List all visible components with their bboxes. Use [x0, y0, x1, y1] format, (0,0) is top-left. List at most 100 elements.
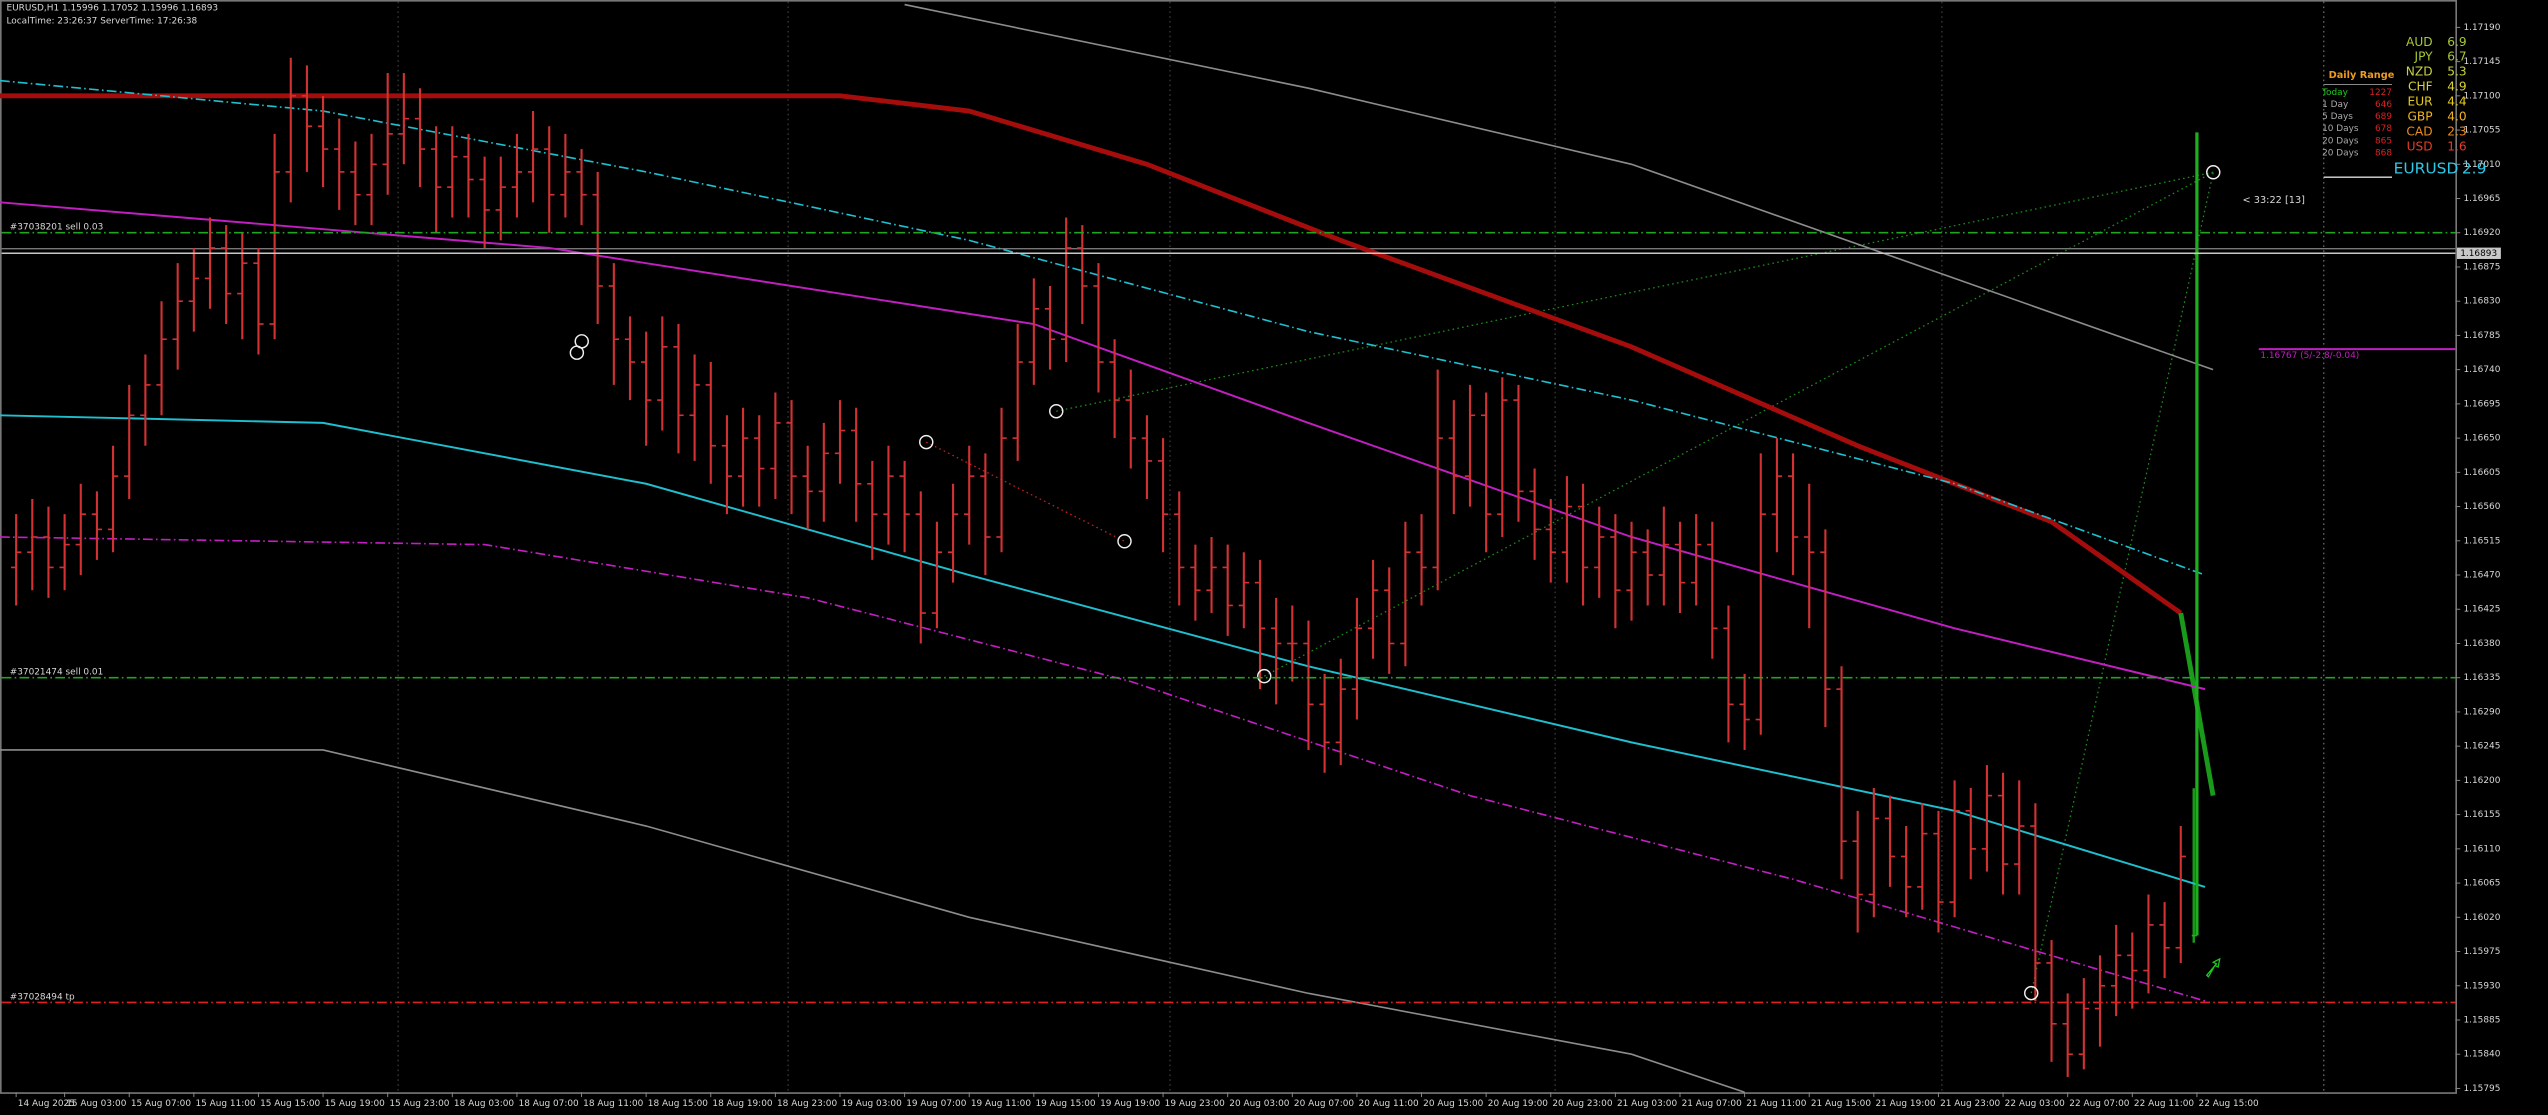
indicator-line [0, 79, 2206, 576]
x-tick-label: 22 Aug 07:00 [2069, 1099, 2129, 1109]
x-tick-label: 20 Aug 19:00 [1488, 1099, 1548, 1109]
y-tick-label: 1.16335 [2464, 673, 2501, 683]
x-tick-label: 18 Aug 03:00 [454, 1099, 514, 1109]
x-tick-label: 18 Aug 19:00 [712, 1099, 772, 1109]
price-bars [10, 57, 2203, 1078]
x-tick-label: 15 Aug 03:00 [66, 1099, 126, 1109]
currency-name: GBP [2408, 110, 2433, 124]
trade-marker [1257, 668, 1272, 684]
y-tick-label: 1.15885 [2464, 1015, 2501, 1025]
order-level-label: #37028494 tp [10, 992, 75, 1002]
y-tick-label: 1.16920 [2464, 228, 2501, 238]
price-box [2457, 247, 2501, 259]
daily-range-value: 1227 [2369, 88, 2392, 98]
x-tick-label: 22 Aug 15:00 [2199, 1099, 2259, 1109]
order-line-label: 1.16767 (5/-2.8/-0.04) [2260, 351, 2359, 361]
daily-range-title: Daily Range [2329, 70, 2395, 81]
currency-name: USD [2407, 139, 2433, 153]
trade-marker [2206, 165, 2221, 180]
x-tick-label: 21 Aug 23:00 [1940, 1099, 2000, 1109]
trade-link [1056, 171, 2214, 412]
daily-range-label: 5 Days [2322, 112, 2353, 122]
trade-markers [569, 165, 2221, 1001]
x-tick-label: 20 Aug 15:00 [1423, 1099, 1483, 1109]
y-tick-label: 1.16605 [2464, 468, 2501, 478]
indicator-lines [0, 3, 2216, 1094]
currency-strength: 2.3 [2447, 124, 2466, 138]
x-tick-label: 20 Aug 07:00 [1294, 1099, 1354, 1109]
currency-strength: 4.9 [2447, 80, 2466, 94]
signal-arrow [2205, 957, 2221, 978]
y-tick-label: 1.17145 [2464, 57, 2501, 67]
indicator-line [0, 536, 2206, 1002]
trade-marker [2024, 985, 2039, 1001]
x-tick-label: 20 Aug 11:00 [1359, 1099, 1419, 1109]
daily-range-value: 689 [2375, 112, 2392, 122]
y-tick-label: 1.17010 [2464, 160, 2501, 170]
x-tick-label: 22 Aug 11:00 [2134, 1099, 2194, 1109]
currency-name: JPY [2414, 50, 2434, 64]
x-tick-label: 19 Aug 03:00 [842, 1099, 902, 1109]
daily-range-label: 20 Days [2322, 148, 2359, 158]
pair-strength: 2.9 [2462, 160, 2487, 178]
x-tick-label: 18 Aug 23:00 [777, 1099, 837, 1109]
currency-strength: 6.7 [2447, 50, 2466, 64]
currency-name: CAD [2406, 124, 2432, 138]
x-tick-label: 21 Aug 11:00 [1746, 1099, 1806, 1109]
y-tick-label: 1.17100 [2464, 91, 2501, 101]
y-tick-label: 1.16110 [2464, 844, 2501, 854]
trade-marker [574, 334, 589, 349]
trade-links [925, 171, 2214, 994]
x-tick-label: 21 Aug 03:00 [1617, 1099, 1677, 1109]
trade-marker [919, 434, 934, 450]
x-tick-label: 15 Aug 11:00 [195, 1099, 255, 1109]
daily-range-value: 868 [2375, 148, 2392, 158]
order-level-label: #37021474 sell 0.01 [10, 668, 104, 678]
daily-range-value: 865 [2375, 136, 2392, 146]
y-tick-label: 1.16965 [2464, 194, 2501, 204]
currency-name: EUR [2408, 95, 2434, 109]
y-tick-label: 1.16515 [2464, 536, 2501, 546]
y-tick-label: 1.16425 [2464, 605, 2501, 615]
trade-link [1263, 171, 2214, 677]
y-tick-label: 1.15840 [2464, 1050, 2501, 1060]
currency-name: NZD [2406, 65, 2433, 79]
y-tick-label: 1.15975 [2464, 947, 2501, 957]
x-tick-label: 21 Aug 15:00 [1811, 1099, 1871, 1109]
x-tick-label: 19 Aug 07:00 [906, 1099, 966, 1109]
trade-marker [1117, 534, 1132, 549]
x-tick-label: 15 Aug 07:00 [131, 1099, 191, 1109]
trade-link [2030, 172, 2214, 994]
y-tick-label: 1.16560 [2464, 502, 2501, 512]
bar-timer: < 33:22 [13] [2243, 195, 2305, 206]
price-box-label: 1.16893 [2460, 249, 2497, 259]
indicator-line [0, 414, 2206, 888]
y-tick-label: 1.16650 [2464, 434, 2501, 444]
y-tick-label: 1.16785 [2464, 331, 2501, 341]
trade-marker [1049, 403, 1064, 419]
daily-range-label: 10 Days [2322, 124, 2359, 134]
y-tick-label: 1.16020 [2464, 913, 2501, 923]
y-tick-label: 1.16245 [2464, 742, 2501, 752]
daily-range-label: 20 Days [2322, 136, 2359, 146]
daily-range-value: 646 [2375, 100, 2392, 110]
y-tick-label: 1.16830 [2464, 297, 2501, 307]
x-tick-label: 15 Aug 15:00 [260, 1099, 320, 1109]
x-tick-label: 18 Aug 15:00 [648, 1099, 708, 1109]
y-tick-label: 1.16200 [2464, 776, 2501, 786]
daily-range-value: 678 [2375, 124, 2392, 134]
indicator-line [0, 93, 2183, 616]
x-tick-label: 20 Aug 23:00 [1552, 1099, 1612, 1109]
currency-strength: 4.0 [2447, 110, 2466, 124]
x-tick-label: 19 Aug 11:00 [971, 1099, 1031, 1109]
x-tick-label: 15 Aug 23:00 [389, 1099, 449, 1109]
plot-frame [0, 0, 2457, 1094]
y-tick-label: 1.16740 [2464, 365, 2501, 375]
x-tick-label: 21 Aug 19:00 [1875, 1099, 1935, 1109]
y-tick-label: 1.16380 [2464, 639, 2501, 649]
x-tick-label: 15 Aug 19:00 [325, 1099, 385, 1109]
daily-range-label: 1 Day [2322, 100, 2349, 110]
